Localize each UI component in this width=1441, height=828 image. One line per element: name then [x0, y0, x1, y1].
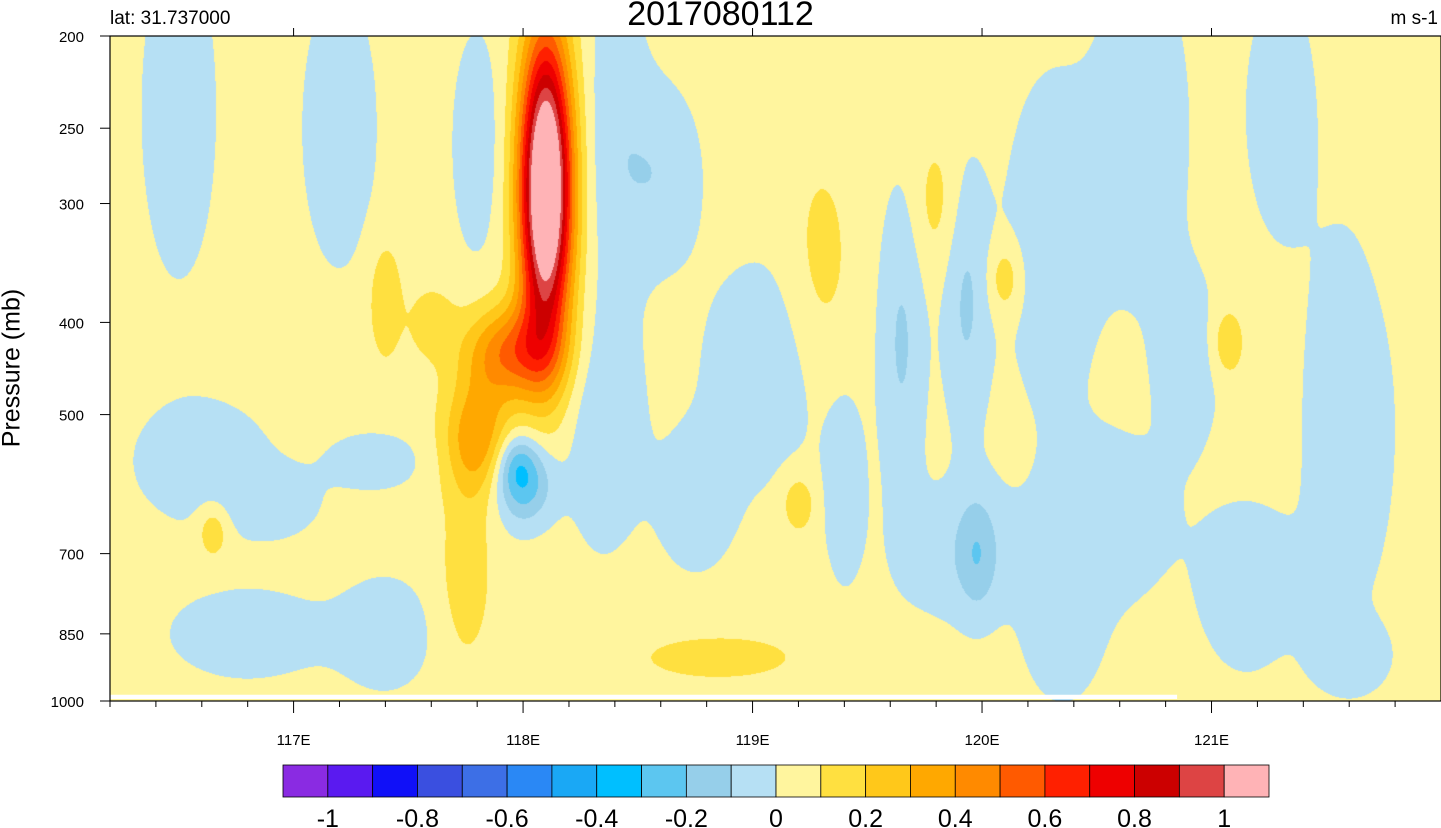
contour-field: [110, 36, 1441, 701]
y-tick-label: 1000: [51, 694, 84, 711]
x-tick-label: 118E: [506, 732, 540, 749]
colorbar-label: -0.6: [486, 805, 529, 828]
colorbar-swatch: [954, 764, 1001, 798]
colorbar: -1 -0.8 -0.6 -0.4 -0.2 0 0.2 0.4 0.6 0.8 1: [282, 764, 1270, 828]
colorbar-label: -1: [317, 805, 339, 828]
colorbar-label: 0.4: [938, 805, 973, 828]
colorbar-swatch: [417, 764, 463, 798]
colorbar-label: -0.8: [396, 805, 439, 828]
colorbar-swatch: [820, 764, 867, 798]
colorbar-swatch: [999, 764, 1046, 798]
chart-title: 2017080112: [627, 0, 814, 33]
colorbar-label: 0.6: [1028, 805, 1063, 828]
colorbar-swatch: [775, 764, 822, 798]
colorbar-label: 0.2: [848, 805, 883, 828]
colorbar-swatch: [327, 764, 374, 798]
y-tick-label: 200: [59, 29, 84, 46]
colorbar-swatch: [1178, 764, 1225, 798]
y-tick-label: 500: [59, 408, 84, 425]
y-tick-label: 700: [59, 547, 84, 564]
units-label: m s-1: [1390, 8, 1439, 29]
colorbar-swatch: [461, 764, 508, 798]
y-tick-label: 400: [59, 315, 84, 332]
colorbar-label: -0.4: [575, 805, 618, 828]
colorbar-swatch: [1089, 764, 1135, 798]
y-tick-label: 300: [59, 197, 84, 214]
x-tick-label: 117E: [277, 732, 311, 749]
colorbar-swatch: [685, 764, 732, 798]
colorbar-swatch: [641, 764, 687, 798]
latitude-label: lat: 31.737000: [110, 8, 231, 29]
missing-data-strip: [110, 694, 1178, 699]
contour-fill: [110, 36, 1441, 701]
colorbar-swatch: [282, 764, 329, 798]
axes: 200 250 300 400 500 700 850 1000 117E 118E 119E 120…: [51, 28, 1441, 749]
colorbar-swatch: [506, 764, 553, 798]
colorbar-swatch: [551, 764, 598, 798]
plot-frame: [109, 35, 1441, 702]
x-tick-label: 120E: [965, 732, 1000, 749]
colorbar-label: 0.8: [1117, 805, 1152, 828]
colorbar-swatch: [1223, 764, 1270, 798]
colorbar-swatch: [910, 764, 956, 798]
colorbar-label: -0.2: [665, 805, 708, 828]
colorbar-swatch: [372, 764, 418, 798]
colorbar-label: 1: [1217, 805, 1231, 828]
colorbar-label: 0: [769, 805, 783, 828]
colorbar-swatch: [1134, 764, 1180, 798]
y-tick-label: 250: [59, 121, 84, 138]
colorbar-swatch: [730, 764, 777, 798]
y-tick-label: 850: [59, 627, 84, 644]
x-tick-label: 119E: [736, 732, 770, 749]
x-tick-label: 121E: [1194, 732, 1229, 749]
colorbar-swatch: [865, 764, 911, 798]
colorbar-swatch: [596, 764, 642, 798]
colorbar-swatch: [1044, 764, 1091, 798]
